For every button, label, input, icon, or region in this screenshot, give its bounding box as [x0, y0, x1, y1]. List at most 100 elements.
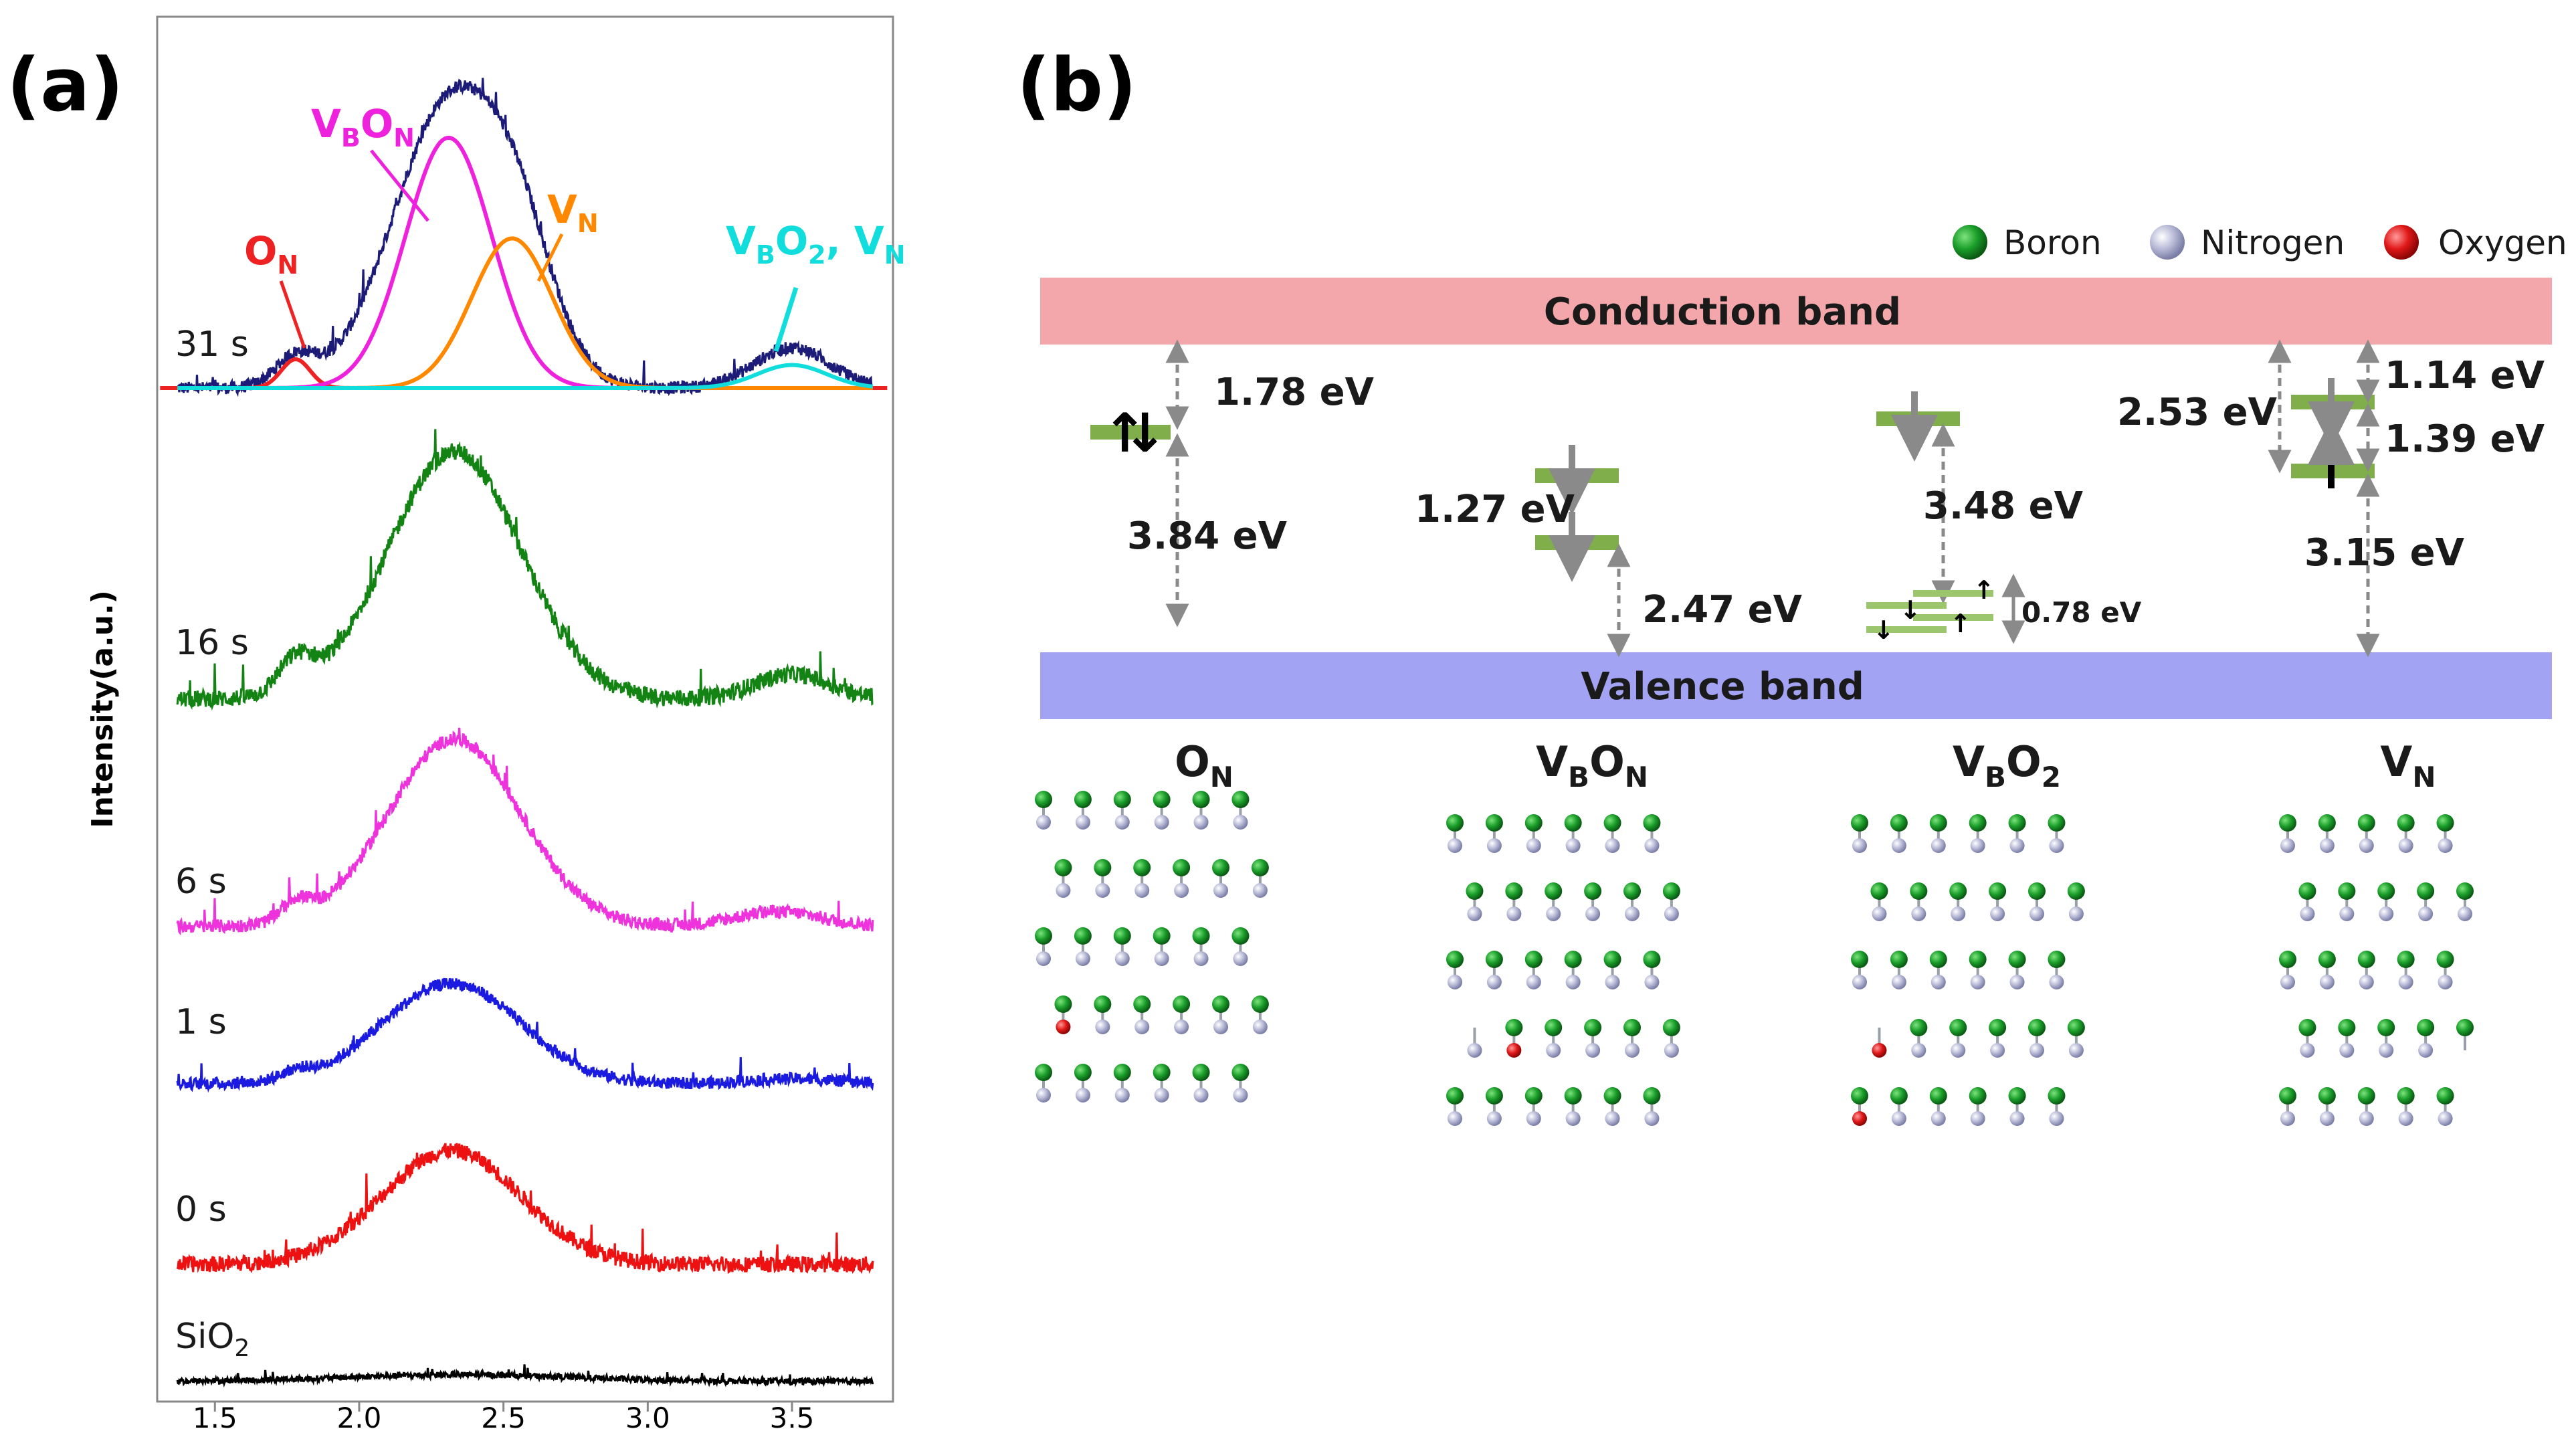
- nitrogen-atom: [1585, 1043, 1601, 1058]
- spectra: [160, 78, 888, 1388]
- series-label: 16 s: [175, 623, 249, 663]
- boron-atom: [1113, 927, 1131, 945]
- panel-a-label: (a): [7, 42, 124, 128]
- x-axis-ticks: 1.5 2.0 2.5 3.0 3.5: [193, 1402, 814, 1433]
- boron-atom: [2357, 951, 2375, 968]
- energy-label: 1.14 eV: [2385, 354, 2545, 397]
- nitrogen-atom: [2319, 1111, 2335, 1126]
- nitrogen-atom: [2398, 975, 2413, 989]
- boron-atom: [1035, 927, 1052, 945]
- boron-atom: [2377, 882, 2395, 900]
- boron-atom: [2377, 1019, 2395, 1036]
- nitrogen-atom: [1625, 1043, 1640, 1058]
- boron-atom: [2436, 814, 2454, 832]
- boron-atom: [1054, 859, 1072, 876]
- nitrogen-atom: [1872, 906, 1887, 921]
- nitrogen-atom: [2280, 1111, 2295, 1126]
- nitrogen-atom: [2438, 975, 2453, 989]
- nitrogen-atom: [2359, 1111, 2374, 1126]
- nitrogen-atom: [1114, 951, 1130, 966]
- nitrogen-atom: [1664, 1043, 1679, 1058]
- boron-atom: [1910, 882, 1928, 900]
- nitrogen-atom: [1625, 906, 1640, 921]
- nitrogen-atom: [1448, 1111, 1462, 1126]
- energy-label: 2.47 eV: [1642, 588, 1803, 632]
- nitrogen-atom: [1852, 838, 1867, 853]
- boron-atom: [2436, 951, 2454, 968]
- energy-label: 1.78 eV: [1214, 371, 1375, 414]
- boron-atom: [1643, 1087, 1661, 1105]
- nitrogen-atom: [1075, 1088, 1090, 1103]
- boron-atom: [1466, 882, 1484, 900]
- x-tick-label: 2.5: [481, 1402, 526, 1433]
- boron-atom: [1192, 927, 1210, 945]
- nitrogen-atom: [2300, 1043, 2315, 1058]
- boron-atom: [2357, 814, 2375, 832]
- boron-atom: [1251, 995, 1269, 1013]
- boron-atom: [1545, 882, 1563, 900]
- nitrogen-atom: [1233, 815, 1248, 830]
- boron-atom: [1231, 791, 1250, 808]
- legend-oxygen-label: Oxygen: [2438, 223, 2567, 262]
- fit-component: [177, 363, 874, 390]
- energy-diagram-vn: 2.53 eV 1.14 eV 1.39 eV 3.15 eV: [2117, 339, 2545, 658]
- defect-level: [1866, 626, 1947, 633]
- nitrogen-atom: [1075, 815, 1090, 830]
- boron-atom: [1505, 1019, 1523, 1036]
- legend-boron-label: Boron: [2003, 223, 2102, 262]
- boron-atom: [1623, 1019, 1642, 1036]
- defect-title-vn: VN: [2380, 737, 2436, 793]
- boron-atom: [1485, 1087, 1503, 1105]
- series-label: 31 s: [175, 324, 249, 365]
- nitrogen-atom: [1486, 838, 1502, 853]
- nitrogen-atom: [1467, 1043, 1482, 1058]
- energy-label: 3.15 eV: [2304, 531, 2465, 575]
- boron-atom: [1545, 1019, 1563, 1036]
- boron-atom: [2397, 951, 2415, 968]
- nitrogen-atom: [2359, 838, 2374, 853]
- boron-atom: [1524, 1087, 1543, 1105]
- boron-atom: [1192, 791, 1210, 808]
- nitrogen-atom: [1565, 838, 1581, 853]
- boron-atom: [1929, 814, 1947, 832]
- boron-atom: [1153, 1064, 1171, 1081]
- pointer-vn: [536, 233, 564, 282]
- conduction-band: [1040, 278, 2552, 345]
- boron-atom: [1890, 951, 1908, 968]
- defect-level: [1866, 602, 1947, 609]
- boron-atom: [1643, 814, 1661, 832]
- nitrogen-atom: [1644, 1111, 1660, 1126]
- energy-label: 1.27 eV: [1415, 488, 1575, 531]
- nitrogen-atom: [2438, 1111, 2453, 1126]
- nitrogen-atom: [1134, 883, 1150, 898]
- boron-atom: [2436, 1087, 2454, 1105]
- nitrogen-atom: [2379, 906, 2394, 921]
- energy-label: 2.53 eV: [2117, 391, 2278, 434]
- nitrogen-atom: [1154, 1088, 1169, 1103]
- nitrogen-atom: [1951, 1043, 1966, 1058]
- boron-atom: [1173, 859, 1191, 876]
- energy-diagram-vbo2: ↓ ↓ ↑ ↑ 3.48 eV 0.78 eV: [1866, 391, 2142, 645]
- boron-atom: [2028, 1019, 2046, 1036]
- legend-nitrogen-label: Nitrogen: [2201, 223, 2345, 262]
- boron-atom: [1113, 791, 1131, 808]
- nitrogen-atom: [2009, 975, 2025, 989]
- nitrogen-atom: [1644, 838, 1660, 853]
- boron-atom: [1910, 1019, 1928, 1036]
- boron-atom: [2048, 951, 2066, 968]
- boron-atom: [2008, 1087, 2026, 1105]
- defect-level: [1876, 411, 1960, 426]
- boron-atom: [1564, 951, 1582, 968]
- panel-b: (b) Boron Nitrogen Oxygen Conduction ban…: [1017, 42, 2567, 1126]
- nitrogen-atom: [1526, 838, 1541, 853]
- nitrogen-atom: [1852, 975, 1867, 989]
- boron-atom: [1094, 995, 1112, 1013]
- boron-atom: [1231, 1064, 1250, 1081]
- spectrum-line: [176, 727, 874, 936]
- defect-level: [1913, 590, 1993, 597]
- valence-band-label: Valence band: [1581, 665, 1864, 708]
- nitrogen-atom: [1095, 883, 1110, 898]
- boron-atom: [1485, 951, 1503, 968]
- nitrogen-atom: [2398, 838, 2413, 853]
